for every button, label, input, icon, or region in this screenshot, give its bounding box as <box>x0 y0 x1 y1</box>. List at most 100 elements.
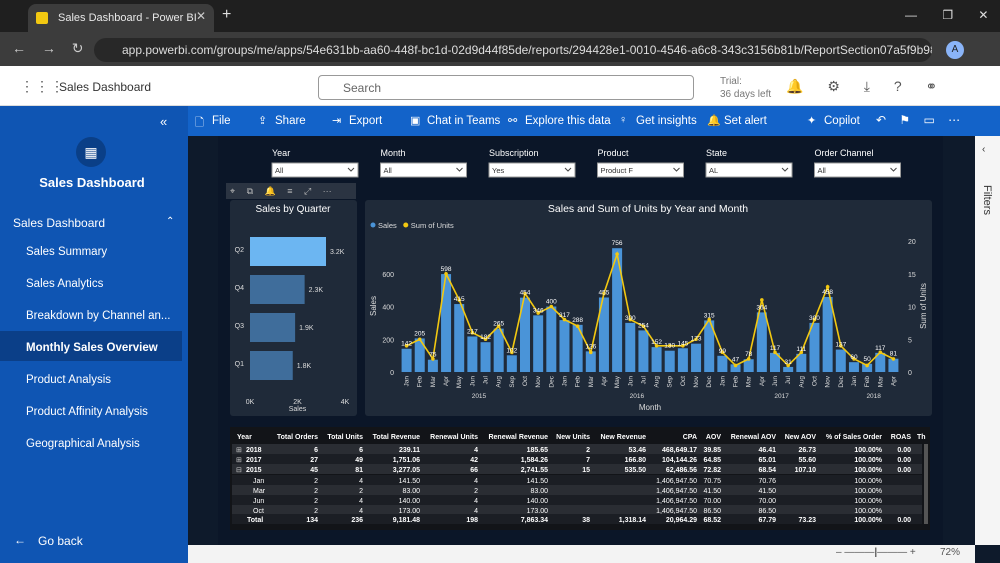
table-cell: 0.00 <box>897 467 911 474</box>
table-header: CPA <box>683 434 697 441</box>
slicer-box <box>814 162 901 178</box>
data-label: 400 <box>546 299 557 306</box>
go-back[interactable]: Go back <box>38 534 83 548</box>
new-tab[interactable]: + <box>222 6 232 23</box>
visual-header-icons[interactable]: ⌖ ⧉ 🔔 ≡ ⤢ ⋯ <box>230 186 332 196</box>
table-cell: 7 <box>586 457 590 464</box>
toolbar-item[interactable]: File <box>212 115 231 127</box>
slicer-value: Product F <box>601 166 634 175</box>
toolbar-item[interactable]: Get insights <box>636 115 697 127</box>
table-cell: 70.00 <box>758 498 776 505</box>
table-cell: 45 <box>310 467 318 474</box>
line-point <box>707 317 712 322</box>
x-tick-label: Dec <box>706 375 713 387</box>
table-cell: 27 <box>310 457 318 464</box>
x-group-label: 2016 <box>630 393 645 400</box>
window-controls[interactable]: — ❐ ✕ <box>905 8 989 22</box>
app-name[interactable]: Sales Dashboard <box>59 80 152 94</box>
bar <box>691 343 702 372</box>
nav-item[interactable]: Sales Summary <box>26 246 108 258</box>
table-cell: 6 <box>314 447 318 454</box>
bar <box>888 358 899 372</box>
table-cell: 53.46 <box>628 447 646 454</box>
toolbar-icon: ⇥ <box>332 115 342 127</box>
y2-tick-label: 10 <box>908 305 916 312</box>
table-cell: 100.00% <box>854 488 882 495</box>
x-tick-label: Mar <box>877 375 884 387</box>
data-label: 205 <box>414 330 425 337</box>
nav-item[interactable]: Monthly Sales Overview <box>26 342 158 354</box>
slicer-value: All <box>818 166 827 175</box>
collapse[interactable]: « <box>160 114 168 129</box>
slicer-label: Subscription <box>489 148 539 158</box>
data-label: 1.9K <box>299 325 314 332</box>
x-tick-label: Jan <box>719 376 726 387</box>
bar <box>454 304 465 372</box>
browser-tab[interactable]: Sales Dashboard - Power BI <box>28 4 214 32</box>
x-tick-label: Jan <box>561 376 568 387</box>
slicer-chevron <box>564 167 572 172</box>
bar <box>770 352 780 372</box>
tab-icon <box>36 12 48 24</box>
profile[interactable]: A <box>946 41 964 59</box>
data-label: 137 <box>835 342 846 349</box>
table-cell: 1,406,947.50 <box>656 478 697 485</box>
table-cell: 1,751.06 <box>393 457 420 464</box>
line-point <box>431 357 435 361</box>
data-label: 75 <box>429 352 437 359</box>
bar <box>743 359 754 372</box>
header-icons[interactable]: 🔔 ⚙ ⤓ ? ⚭ <box>786 78 938 94</box>
toolbar-item[interactable]: Copilot <box>824 115 860 127</box>
line-point <box>575 324 580 328</box>
filters-pane[interactable] <box>975 136 1000 545</box>
bar <box>559 320 570 372</box>
table-header: % of Sales Order <box>826 434 882 441</box>
nav-item[interactable]: Sales Analytics <box>26 278 104 290</box>
nav-item[interactable]: Product Affinity Analysis <box>26 406 148 418</box>
slicer-label: Order Channel <box>815 148 874 158</box>
bar <box>835 349 846 372</box>
x-tick-label: Jun <box>469 376 476 387</box>
nav-buttons[interactable]: ← → ↻ <box>12 40 84 56</box>
tab-close[interactable]: ✕ <box>196 9 207 23</box>
table-cell: 2017 <box>246 457 262 464</box>
data-label: 1.8K <box>297 363 312 370</box>
toolbar-item[interactable]: Export <box>349 115 383 127</box>
url-bar[interactable]: app.powerbi.com/groups/me/apps/54e631bb-… <box>94 38 932 62</box>
line-point <box>667 344 672 348</box>
x-tick-label: Aug <box>496 376 503 388</box>
slicer-label: Year <box>272 148 290 158</box>
bar <box>848 362 859 372</box>
toolbar-item[interactable]: Chat in Teams <box>427 115 501 127</box>
x-tick-label: Jul <box>483 375 490 384</box>
toolbar <box>188 106 1000 136</box>
toolbar-icons[interactable]: ↶ ⚑ ▭ ⋯ <box>876 113 961 127</box>
toolbar-icon: ⚯ <box>508 115 518 127</box>
toolbar-item[interactable]: Set alert <box>724 115 767 127</box>
bar <box>493 328 504 372</box>
nav-section[interactable]: Sales Dashboard <box>13 216 106 230</box>
zoom-slider[interactable]: – ———|——— + <box>836 547 916 558</box>
nav-item[interactable]: Breakdown by Channel an... <box>26 310 171 322</box>
search[interactable]: Search <box>318 75 694 100</box>
toolbar-item[interactable]: Share <box>275 115 306 127</box>
toolbar-item[interactable]: Explore this data <box>525 115 611 127</box>
slicer-label: Product <box>598 148 630 158</box>
slicer-value: Yes <box>492 166 504 175</box>
data-label: 126 <box>585 343 596 350</box>
table-cell: 2 <box>314 498 318 505</box>
nav-item[interactable]: Geographical Analysis <box>26 438 140 450</box>
table-cell: 134 <box>306 517 318 524</box>
app-launcher[interactable]: ⋮⋮⋮ <box>20 78 65 94</box>
table-row <box>232 444 922 454</box>
x-tick-label: 0K <box>246 399 255 406</box>
y-tick-label: Q3 <box>235 323 244 330</box>
bar <box>250 351 293 380</box>
x-tick-label: Dec <box>548 375 555 387</box>
bar <box>414 338 425 372</box>
slicer-chevron <box>890 167 897 172</box>
x-tick-label: Apr <box>759 375 766 386</box>
table-cell: 70.75 <box>703 478 721 485</box>
nav-item[interactable]: Product Analysis <box>26 374 112 386</box>
table-cell: 4 <box>359 508 363 515</box>
